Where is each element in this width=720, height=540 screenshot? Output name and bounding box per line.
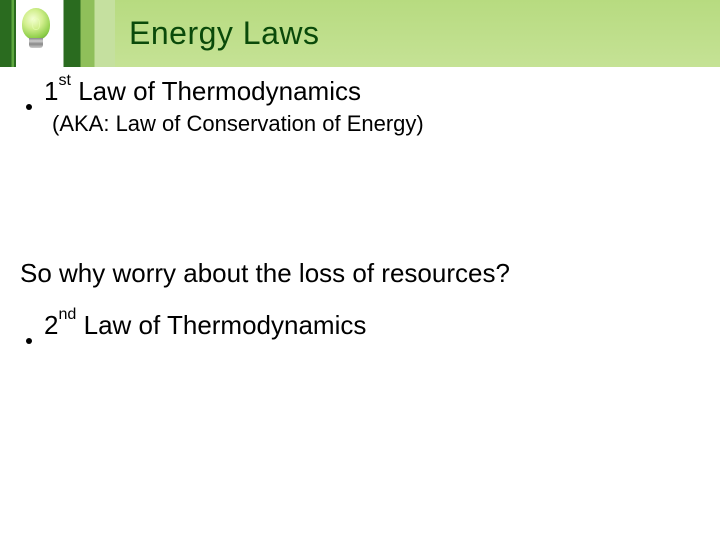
bullet-dot-icon	[26, 104, 32, 110]
bullet-dot-icon	[26, 338, 32, 344]
bullet-2: 2nd Law of Thermodynamics	[26, 310, 366, 341]
header-band: Energy Laws	[0, 0, 720, 67]
bullet-2-ordinal: 2	[44, 310, 58, 340]
header-decorative-image	[0, 0, 115, 67]
bullet-1-suffix: st	[58, 71, 71, 89]
bullet-2-rest: Law of Thermodynamics	[76, 310, 366, 340]
question-text: So why worry about the loss of resources…	[20, 258, 510, 289]
bullet-2-suffix: nd	[58, 305, 76, 323]
bullet-1-ordinal: 1	[44, 76, 58, 106]
slide: Energy Laws 1st Law of Thermodynamics (A…	[0, 0, 720, 540]
slide-title: Energy Laws	[129, 15, 319, 52]
content-area: 1st Law of Thermodynamics (AKA: Law of C…	[26, 76, 694, 137]
bullet-1: 1st Law of Thermodynamics	[26, 76, 694, 107]
bullet-2-text: 2nd Law of Thermodynamics	[44, 310, 366, 341]
bullet-1-rest: Law of Thermodynamics	[71, 76, 361, 106]
lightbulb-icon	[22, 8, 50, 50]
bullet-1-text: 1st Law of Thermodynamics	[44, 76, 361, 107]
header-title-bar: Energy Laws	[115, 0, 720, 67]
bullet-1-subtext: (AKA: Law of Conservation of Energy)	[52, 111, 694, 137]
